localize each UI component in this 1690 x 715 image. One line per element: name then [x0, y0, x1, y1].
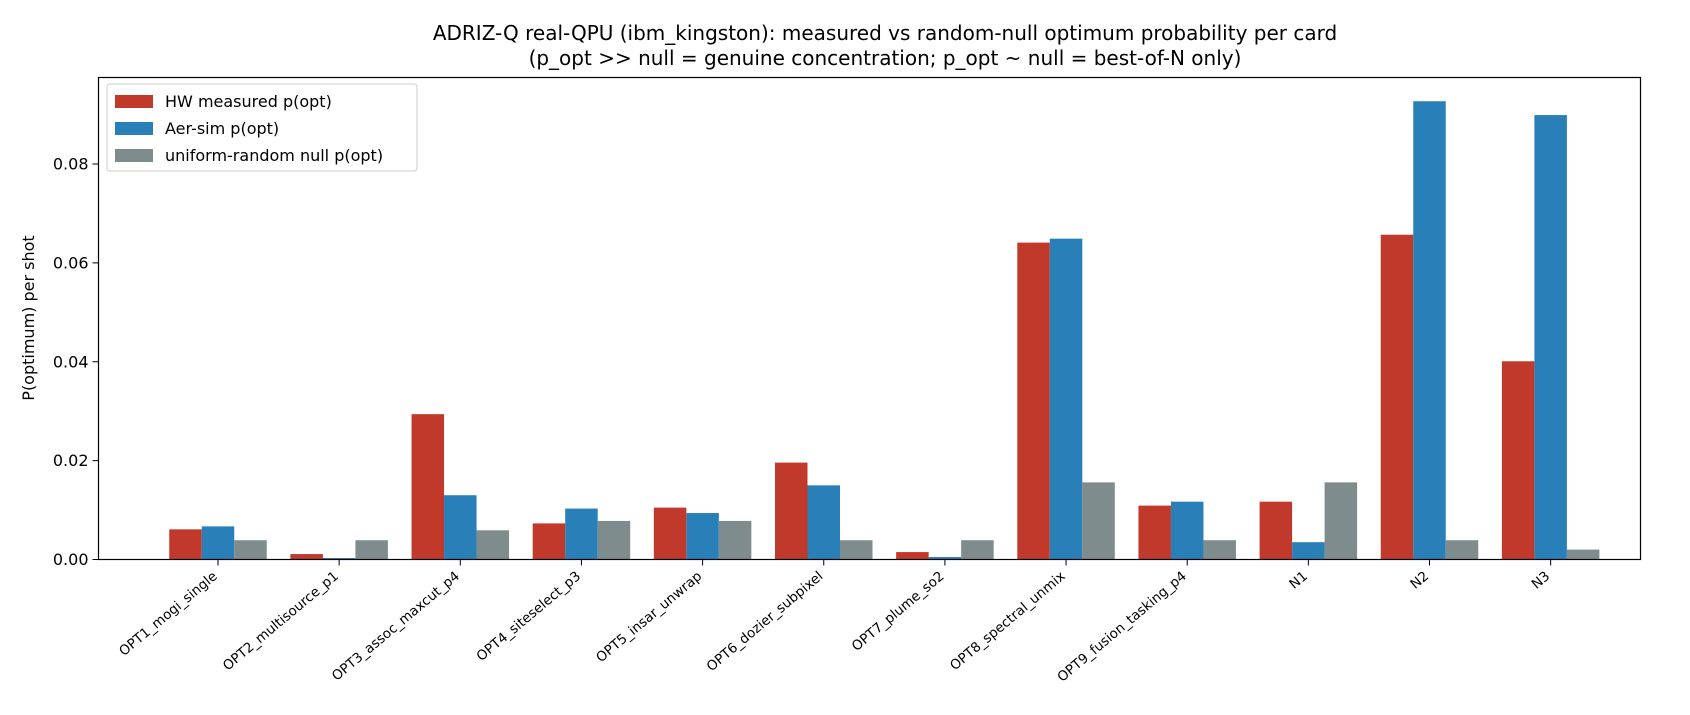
bar-N2-series-2: [1413, 101, 1446, 560]
x-tick-label: N3: [1529, 568, 1554, 592]
bar-OPT9_fusion_tasking_p4-series-3: [1203, 540, 1236, 560]
legend-box: [106, 83, 418, 172]
legend-swatch: [115, 149, 153, 162]
bar-OPT1_mogi_single-series-1: [169, 529, 202, 560]
legend-label: Aer-sim p(opt): [165, 119, 279, 138]
bar-N2-series-3: [1445, 540, 1479, 560]
bar-N3-series-3: [1566, 549, 1600, 560]
bar-OPT7_plume_so2-series-3: [961, 540, 994, 560]
bar-OPT7_plume_so2-series-1: [896, 552, 929, 560]
x-tick-label: OPT9_fusion_tasking_p4: [1054, 568, 1189, 685]
bar-OPT4_siteselect_p3-series-1: [532, 523, 566, 560]
bar-OPT6_dozier_subpixel-series-2: [807, 485, 840, 560]
x-tick-label: N2: [1407, 568, 1432, 592]
bar-OPT2_multisource_p1-series-3: [355, 540, 388, 560]
legend-label: HW measured p(opt): [165, 92, 332, 111]
bar-OPT6_dozier_subpixel-series-3: [840, 540, 873, 560]
legend-label: uniform-random null p(opt): [165, 146, 383, 165]
bar-OPT2_multisource_p1-series-2: [322, 558, 356, 560]
x-tick-label: OPT1_mogi_single: [116, 568, 220, 659]
bars-group: [169, 101, 1600, 560]
legend: HW measured p(opt) Aer-sim p(opt) uniform-…: [106, 83, 418, 172]
x-tick-label: OPT2_multisource_p1: [220, 568, 342, 674]
bar-N1-series-2: [1292, 542, 1325, 560]
bar-OPT6_dozier_subpixel-series-1: [775, 462, 808, 560]
bar-N1-series-1: [1259, 501, 1293, 560]
bar-OPT3_assoc_maxcut_p4-series-1: [411, 414, 445, 560]
bar-OPT4_siteselect_p3-series-3: [597, 520, 631, 560]
y-tick-label: 0.02: [53, 451, 89, 470]
bar-OPT8_spectral_unmix-series-3: [1082, 482, 1115, 560]
x-tick-label: OPT6_dozier_subpixel: [704, 568, 827, 675]
x-tick-label: OPT5_insar_unwrap: [593, 568, 705, 666]
y-tick-label: 0.06: [53, 253, 89, 272]
bar-N3-series-2: [1534, 115, 1567, 560]
x-tick-label: N1: [1286, 568, 1311, 592]
bar-OPT1_mogi_single-series-3: [234, 540, 267, 560]
plot-frame: [97, 76, 1642, 561]
bar-OPT9_fusion_tasking_p4-series-2: [1170, 501, 1204, 560]
x-tick-label: OPT3_assoc_maxcut_p4: [329, 568, 463, 684]
bar-N2-series-1: [1380, 234, 1414, 560]
bar-N1-series-3: [1324, 482, 1358, 560]
y-axis-label: P(optimum) per shot: [19, 235, 38, 400]
y-axis-ticks: 0.00 0.02 0.04 0.06 0.08: [53, 155, 99, 569]
bar-OPT3_assoc_maxcut_p4-series-2: [444, 495, 477, 560]
legend-swatch: [115, 122, 153, 135]
bar-OPT5_insar_unwrap-series-3: [718, 520, 752, 560]
x-axis-ticks: OPT1_mogi_single OPT2_multisource_p1OPT3_…: [116, 559, 1554, 685]
bar-OPT9_fusion_tasking_p4-series-1: [1138, 505, 1171, 560]
legend-swatch: [115, 95, 153, 108]
bar-OPT8_spectral_unmix-series-1: [1017, 242, 1050, 560]
x-tick-label: OPT4_siteselect_p3: [474, 568, 584, 664]
bar-OPT4_siteselect_p3-series-2: [565, 508, 598, 560]
bar-OPT8_spectral_unmix-series-2: [1049, 238, 1083, 560]
bar-OPT3_assoc_maxcut_p4-series-3: [476, 530, 510, 560]
bar-OPT7_plume_so2-series-2: [928, 557, 962, 560]
y-tick-label: 0.00: [53, 550, 89, 569]
y-tick-label: 0.04: [53, 352, 89, 371]
y-tick-label: 0.08: [53, 155, 89, 174]
bar-OPT5_insar_unwrap-series-2: [686, 513, 719, 560]
bar-OPT2_multisource_p1-series-1: [290, 554, 323, 560]
bar-N3-series-1: [1501, 361, 1535, 560]
x-tick-label: OPT8_spectral_unmix: [947, 568, 1069, 674]
bar-OPT1_mogi_single-series-2: [201, 526, 235, 560]
chart-subtitle: (p_opt >> null = genuine concentration; …: [529, 46, 1242, 70]
x-tick-label: OPT7_plume_so2: [849, 568, 948, 654]
chart-title: ADRIZ-Q real-QPU (ibm_kingston): measure…: [433, 21, 1337, 45]
bar-OPT5_insar_unwrap-series-1: [653, 507, 687, 560]
